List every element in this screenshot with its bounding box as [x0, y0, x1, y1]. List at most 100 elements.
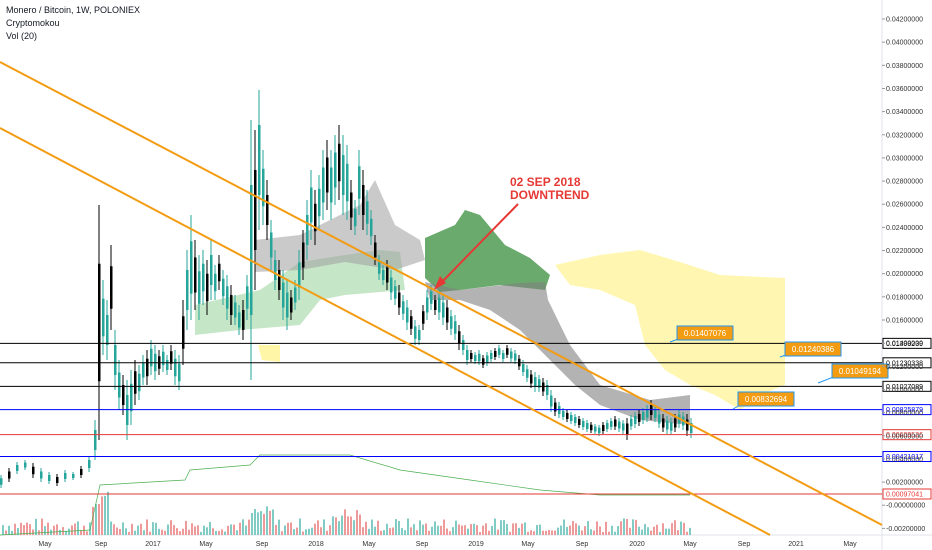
candle-body — [490, 353, 493, 359]
x-tick-label[interactable]: Sep — [256, 541, 269, 548]
volume-bar — [32, 529, 34, 535]
x-tick-label[interactable]: Sep — [95, 541, 108, 548]
x-tick-label[interactable]: 2020 — [629, 541, 645, 548]
gray-cloud-2018 — [255, 180, 425, 272]
y-tick-label: 0.00600000 — [886, 433, 923, 440]
candle-body — [72, 474, 75, 478]
candle-body — [94, 430, 97, 450]
candle-body — [110, 266, 113, 309]
candle-body — [218, 263, 221, 282]
candlestick-series — [0, 90, 693, 488]
candle-body — [582, 421, 585, 427]
candle-body — [64, 473, 67, 479]
volume-bar — [107, 491, 109, 535]
candle-body — [602, 425, 605, 431]
candle-body — [210, 255, 213, 285]
candle-body — [274, 260, 277, 280]
volume-bar — [122, 522, 124, 535]
candle-body — [546, 385, 549, 395]
volume-bar — [410, 527, 412, 535]
volume-bar — [326, 530, 328, 535]
volume-bar — [479, 531, 481, 535]
volume-bar — [404, 530, 406, 535]
x-tick-label[interactable]: May — [521, 541, 535, 548]
volume-bar — [317, 520, 319, 535]
candle-body — [622, 423, 625, 431]
x-tick-label[interactable]: May — [199, 541, 213, 548]
price-axis[interactable]: 0.04200000 0.04000000 0.03800000 0.03600000… — [882, 17, 925, 533]
volume-bar — [284, 525, 286, 535]
x-tick-label[interactable]: Sep — [576, 541, 589, 548]
volume-bar — [341, 515, 343, 535]
volume-bar — [446, 528, 448, 535]
volume-bar — [449, 531, 451, 535]
candle-body — [662, 418, 665, 428]
y-tick-label: 0.02600000 — [886, 202, 923, 209]
candle-body — [494, 351, 497, 357]
candle-body — [434, 300, 437, 310]
y-tick-label: 0.03200000 — [886, 132, 923, 139]
lower-downtrend-line[interactable] — [0, 127, 771, 536]
candle-body — [498, 348, 501, 355]
volume-bar — [11, 530, 13, 535]
x-tick-label[interactable]: 2021 — [788, 541, 804, 548]
volume-bar — [482, 525, 484, 535]
candle-body — [146, 358, 149, 377]
volume-bar — [221, 529, 223, 535]
candle-body — [430, 291, 433, 304]
volume-bar — [587, 521, 589, 535]
volume-bar — [152, 522, 154, 535]
time-axis[interactable]: May Sep 2017 May Sep 2018 May Sep 2019 May Sep 2020… — [38, 541, 857, 548]
x-tick-label[interactable]: May — [843, 541, 857, 548]
candle-body — [522, 364, 525, 372]
x-tick-label[interactable]: May — [362, 541, 376, 548]
volume-bar — [500, 520, 502, 535]
volume-bar — [281, 531, 283, 535]
y-tick-label: 0.00200000 — [886, 480, 923, 487]
x-tick-label[interactable]: 2018 — [308, 541, 324, 548]
volume-bar — [257, 512, 259, 535]
candle-body — [0, 478, 3, 485]
indicator-cryptomokou[interactable]: Cryptomokou — [6, 18, 60, 28]
candle-body — [278, 270, 281, 290]
volume-bar — [182, 528, 184, 535]
candle-body — [178, 363, 181, 382]
candle-body — [658, 414, 661, 424]
x-tick-label[interactable]: May — [683, 541, 697, 548]
cloud-callouts: 0.01407076 0.01240386 0.01049194 0.00832694 — [669, 325, 889, 410]
volume-bar — [62, 527, 64, 535]
x-tick-label[interactable]: Sep — [738, 541, 751, 548]
candle-body — [654, 410, 657, 418]
trendlines[interactable] — [0, 61, 883, 536]
volume-bar — [362, 527, 364, 535]
candle-body — [542, 382, 545, 392]
x-tick-label[interactable]: 2019 — [468, 541, 484, 548]
volume-bar — [311, 527, 313, 535]
candle-body — [346, 163, 349, 202]
volume-bar — [149, 531, 151, 535]
x-tick-label[interactable]: 2017 — [145, 541, 161, 548]
candle-body — [80, 469, 83, 475]
horizontal-levels[interactable]: 0.01398239 0.01230338 0.01027089 0.00825879… — [0, 337, 932, 500]
candle-body — [166, 360, 169, 370]
volume-bar — [119, 528, 121, 535]
volume-bar — [236, 530, 238, 535]
indicator-volume[interactable]: Vol (20) — [6, 31, 38, 41]
x-tick-label[interactable]: Sep — [416, 541, 429, 548]
volume-bar — [371, 519, 373, 535]
volume-bar — [584, 526, 586, 535]
candle-body — [382, 270, 385, 280]
upper-downtrend-line[interactable] — [0, 61, 883, 526]
candle-body — [102, 298, 105, 337]
candle-body — [446, 307, 449, 323]
candle-body — [486, 355, 489, 363]
candle-body — [222, 278, 225, 297]
candle-body — [630, 418, 633, 427]
symbol-title[interactable]: Monero / Bitcoin, 1W, POLONIEX — [6, 5, 141, 15]
volume-bar — [215, 530, 217, 535]
volume-bar — [329, 525, 331, 535]
volume-bar — [116, 527, 118, 535]
volume-bar — [686, 531, 688, 535]
x-tick-label[interactable]: May — [38, 541, 52, 548]
